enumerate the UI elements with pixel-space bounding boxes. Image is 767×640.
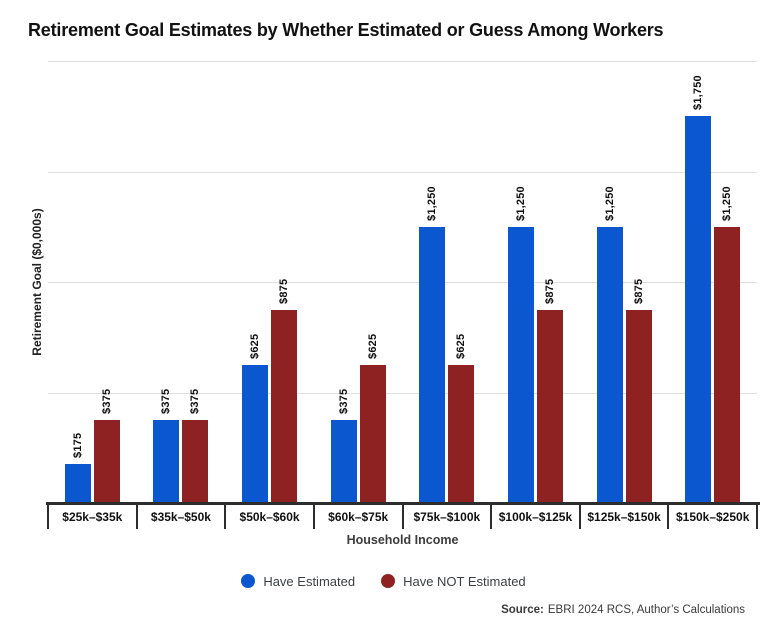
source-prefix: Source: [501, 604, 544, 616]
chart-title: Retirement Goal Estimates by Whether Est… [28, 20, 664, 40]
bar-have-not-estimated [714, 226, 741, 503]
bar-have-estimated [64, 464, 91, 503]
bar-value-label: $875 [543, 278, 556, 304]
x-tick-label: $100k–$125k [498, 510, 573, 524]
legend-item-have-not-estimated: Have NOT Estimated [381, 574, 526, 589]
x-tick-label: $35k–$50k [150, 510, 211, 524]
axis-tick [224, 503, 227, 529]
bar-have-estimated [242, 364, 269, 503]
source-note: Source: EBRI 2024 RCS, Author’s Calculati… [501, 604, 745, 616]
legend-item-have-estimated: Have Estimated [241, 574, 355, 589]
bar-value-label: $625 [366, 333, 379, 359]
gridline [48, 61, 757, 62]
x-tick-label: $25k–$35k [62, 510, 123, 524]
bar-have-not-estimated [448, 364, 475, 503]
gridline [48, 171, 757, 173]
bar-value-label: $375 [337, 388, 350, 415]
bar-value-label: $1,250 [426, 185, 439, 221]
gridline [48, 392, 757, 394]
legend-swatch-have-not-estimated [381, 574, 396, 588]
bar-value-label: $625 [455, 333, 468, 359]
legend-swatch-have-estimated [241, 574, 256, 588]
axis-tick [667, 503, 670, 529]
axis-tick [756, 503, 758, 529]
bar-value-label: $1,750 [692, 75, 705, 111]
y-axis-title: Retirement Goal ($0,000s) [30, 208, 44, 356]
bar-value-label: $375 [189, 388, 202, 415]
legend-label: Have NOT Estimated [403, 573, 526, 589]
bar-have-not-estimated [625, 309, 652, 503]
x-tick-label: $75k–$100k [413, 510, 481, 524]
bar-have-estimated [596, 226, 623, 503]
bar-have-estimated [153, 420, 180, 503]
bar-have-estimated [685, 116, 712, 503]
bar-value-label: $375 [100, 388, 113, 415]
bar-value-label: $1,250 [514, 185, 527, 221]
bar-have-not-estimated [536, 309, 563, 503]
axis-tick [135, 503, 138, 529]
axis-tick [490, 503, 493, 529]
gridline [48, 282, 757, 283]
bar-have-estimated [330, 420, 357, 503]
axis-tick [47, 503, 49, 529]
bar-have-estimated [419, 226, 446, 503]
bar-value-label: $175 [71, 433, 84, 459]
x-tick-label: $150k–$250k [675, 510, 750, 524]
bar-value-label: $1,250 [721, 185, 734, 221]
x-tick-label: $60k–$75k [328, 510, 389, 524]
x-axis-title: Household Income [346, 533, 459, 547]
bar-value-label: $875 [632, 278, 645, 304]
axis-tick [578, 503, 581, 529]
bar-have-not-estimated [93, 420, 120, 503]
bar-value-label: $1,250 [603, 185, 616, 221]
axis-tick [312, 503, 315, 529]
legend-label: Have Estimated [263, 573, 356, 589]
bar-have-not-estimated [359, 364, 386, 503]
x-tick-label: $50k–$60k [239, 510, 300, 524]
bar-have-not-estimated [271, 309, 298, 503]
axis-tick [401, 503, 404, 529]
bar-value-label: $625 [249, 333, 262, 359]
bar-value-label: $875 [278, 278, 291, 304]
source-text: EBRI 2024 RCS, Author’s Calculations [547, 604, 745, 616]
x-tick-label: $125k–$150k [587, 510, 661, 524]
bar-have-estimated [507, 226, 534, 503]
legend: Have Estimated Have NOT Estimated [0, 571, 767, 591]
bar-value-label: $375 [160, 388, 173, 415]
bar-have-not-estimated [182, 420, 209, 503]
